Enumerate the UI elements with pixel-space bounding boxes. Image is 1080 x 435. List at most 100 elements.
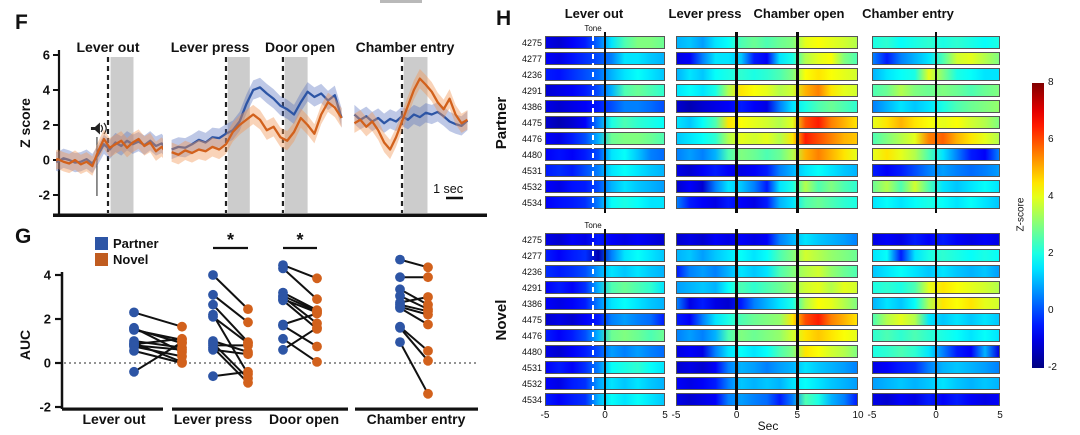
h-colorbar-tick-label: 6 [1048, 134, 1054, 145]
g-partner-dot [278, 295, 288, 306]
h-colorbar-tick-label: 2 [1048, 248, 1054, 259]
f-partner-line [56, 139, 163, 165]
h-tone-label: Tone [584, 221, 602, 230]
g-pair-line [282, 312, 318, 326]
f-event-shade [110, 57, 134, 213]
h-heatmap-strip [676, 100, 858, 113]
g-novel-dot [243, 317, 253, 328]
g-novel-dot [423, 292, 433, 302]
h-x-axis-label: Sec [757, 419, 779, 433]
g-pair-line [282, 294, 318, 313]
g-x-baseline [62, 407, 163, 411]
f-y-tick-label: -2 [38, 188, 50, 203]
g-partner-dot [278, 333, 288, 344]
f-y-axis-label: Z score [17, 98, 33, 148]
h-row-label: 4534 [521, 197, 542, 208]
h-x-tick-label: 0 [933, 410, 939, 421]
g-partner-dot [129, 346, 139, 356]
g-novel-dot [177, 337, 187, 347]
g-novel-dot [243, 377, 253, 388]
g-sig-star: * [296, 230, 303, 250]
h-row-label: 4475 [521, 117, 542, 128]
g-novel-dot [243, 349, 253, 360]
g-pair-line [282, 291, 318, 312]
h-heatmap-strip [676, 377, 858, 390]
h-row-label: 4480 [521, 149, 542, 160]
h-tone-line [592, 233, 594, 406]
g-novel-dot [423, 355, 433, 366]
h-heatmap-strip [676, 36, 858, 49]
g-partner-dot [208, 344, 218, 355]
h-x-tick-label: -5 [671, 410, 681, 421]
h-row-label: 4531 [521, 362, 542, 373]
h-row-label: 4291 [521, 85, 542, 96]
g-pair-line [133, 345, 183, 358]
g-novel-dot [243, 304, 253, 314]
h-column-title: Chamber open [753, 6, 845, 21]
g-partner-dot [129, 325, 139, 335]
h-row-label: 4532 [521, 181, 542, 192]
h-event-line [603, 32, 607, 213]
h-tone-line [592, 36, 594, 209]
h-row-label: 4291 [521, 282, 542, 293]
h-row-label: 4275 [521, 234, 542, 245]
h-x-tick-label: 5 [794, 410, 801, 421]
h-heatmap-strip [676, 297, 858, 310]
panel-f-chart: -2 0 2 4 6 Z score Lever out Lever press Door op… [17, 39, 487, 217]
speaker-wave-1 [100, 124, 104, 133]
h-colorbar-label: Z-score [1015, 197, 1027, 232]
g-pair-line [212, 294, 249, 324]
g-group-label: Chamber entry [367, 411, 466, 427]
g-pair-line [212, 348, 249, 356]
f-subpanel-title: Chamber entry [356, 39, 455, 55]
g-pair-line [133, 344, 183, 351]
h-heatmap-strip [676, 393, 858, 406]
g-partner-dot [278, 263, 288, 274]
h-event-line [603, 229, 607, 410]
h-heatmap-strip [676, 132, 858, 145]
h-row-label: 4277 [521, 53, 542, 64]
g-novel-dot [312, 341, 322, 352]
h-heatmap-strip [676, 148, 858, 161]
h-heatmap-strip [676, 52, 858, 65]
g-pair-line [133, 311, 183, 328]
h-event-line [735, 32, 738, 213]
f-novel-line [56, 137, 163, 168]
panel-g-label: G [15, 225, 32, 248]
g-legend-partner-label: Partner [113, 236, 159, 251]
g-y-tick-label: 4 [44, 268, 52, 283]
g-pair-line [212, 340, 249, 353]
panel-h-heatmap: H Lever out Lever press Chamber open Chambe… [490, 0, 1080, 435]
h-row-label: 4476 [521, 133, 542, 144]
h-colorbar-tick-label: -2 [1048, 362, 1057, 373]
h-event-line [796, 229, 799, 410]
h-heatmap-strip [676, 196, 858, 209]
h-column-title: Lever press [668, 6, 742, 21]
g-novel-dot [312, 357, 322, 367]
h-heatmap-strip [676, 164, 858, 177]
panel-h-label: H [496, 7, 512, 30]
g-legend-novel-swatch [95, 253, 108, 266]
g-pair-line [212, 370, 249, 378]
g-novel-dot [177, 358, 187, 368]
h-colorbar [1032, 83, 1044, 368]
g-partner-dot [395, 303, 405, 313]
h-event-line [735, 229, 738, 410]
h-row-label: 4534 [521, 394, 542, 405]
f-subpanel-title: Door open [265, 39, 335, 55]
g-novel-dot [423, 272, 433, 283]
h-row-label: 4480 [521, 346, 542, 357]
h-row-label: 4531 [521, 165, 542, 176]
h-tone-label: Tone [584, 24, 602, 33]
g-group-label: Lever out [82, 411, 145, 427]
h-heatmap-strip [676, 361, 858, 374]
h-x-tick-label: 5 [662, 410, 668, 421]
g-partner-dot [395, 254, 405, 265]
g-novel-dot [423, 346, 433, 356]
g-legend-novel-label: Novel [113, 252, 148, 267]
f-event-shade [227, 57, 250, 213]
g-pair-line [399, 341, 429, 395]
g-y-tick-label: 2 [44, 312, 51, 327]
h-heatmap-strip [676, 68, 858, 81]
